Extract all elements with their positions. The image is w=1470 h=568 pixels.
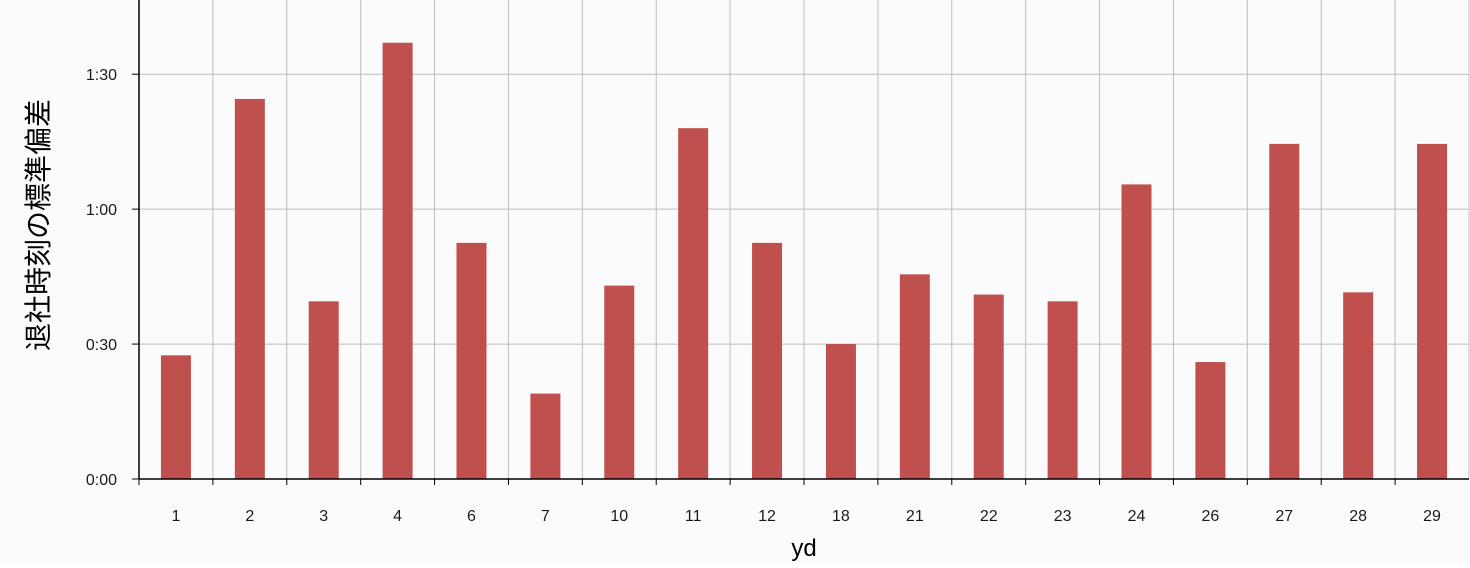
bar-28 (1343, 292, 1374, 479)
bar-18 (825, 344, 856, 479)
x-tick-label: 12 (758, 508, 776, 525)
grid-lines (139, 0, 1470, 479)
x-tick-label: 26 (1201, 508, 1219, 525)
y-tick-label: 0:30 (86, 337, 117, 354)
bar-21 (899, 274, 930, 479)
y-axis-title: 退社時刻の標準偏差 (23, 99, 54, 351)
x-tick-label: 7 (541, 508, 550, 525)
x-tick-label: 11 (685, 508, 702, 525)
bar-7 (530, 393, 561, 479)
bar-22 (973, 294, 1004, 479)
bar-24 (1121, 184, 1152, 480)
x-tick-label: 18 (832, 508, 850, 525)
bar-27 (1269, 143, 1300, 480)
bars (160, 42, 1448, 480)
bar-4 (382, 42, 413, 480)
bar-26 (1195, 362, 1226, 479)
x-tick-label: 23 (1054, 508, 1072, 525)
x-tick-label: 1 (171, 508, 180, 525)
x-tick-label: 2 (245, 508, 254, 525)
bar-23 (1047, 301, 1078, 479)
x-tick-label: 3 (319, 508, 328, 525)
bar-12 (752, 242, 783, 479)
x-tick-label: 29 (1423, 508, 1441, 525)
bar-2 (234, 98, 265, 479)
bar-3 (308, 301, 339, 479)
x-tick-label: 6 (467, 508, 476, 525)
x-tick-label: 24 (1128, 508, 1146, 525)
bar-11 (678, 128, 709, 479)
y-tick-label: 1:00 (86, 202, 117, 219)
y-tick-label: 0:00 (86, 472, 117, 489)
bar-10 (604, 285, 635, 479)
x-tick-label: 4 (393, 508, 402, 525)
bar-6 (456, 242, 487, 479)
x-tick-label: 27 (1275, 508, 1293, 525)
x-tick-label: 28 (1349, 508, 1367, 525)
axes (132, 0, 1469, 485)
x-tick-label: 22 (980, 508, 998, 525)
y-tick-label: 1:30 (86, 67, 117, 84)
x-axis-title: yd (791, 535, 816, 562)
x-tick-label: 10 (610, 508, 628, 525)
x-tick-label: 21 (906, 508, 924, 525)
tick-labels: 0:000:301:001:301 2 3 4 6 7 10 11 12 18 21 22 23 24 26… (86, 67, 1441, 525)
bar-1 (160, 355, 191, 479)
bar-29 (1417, 143, 1448, 480)
